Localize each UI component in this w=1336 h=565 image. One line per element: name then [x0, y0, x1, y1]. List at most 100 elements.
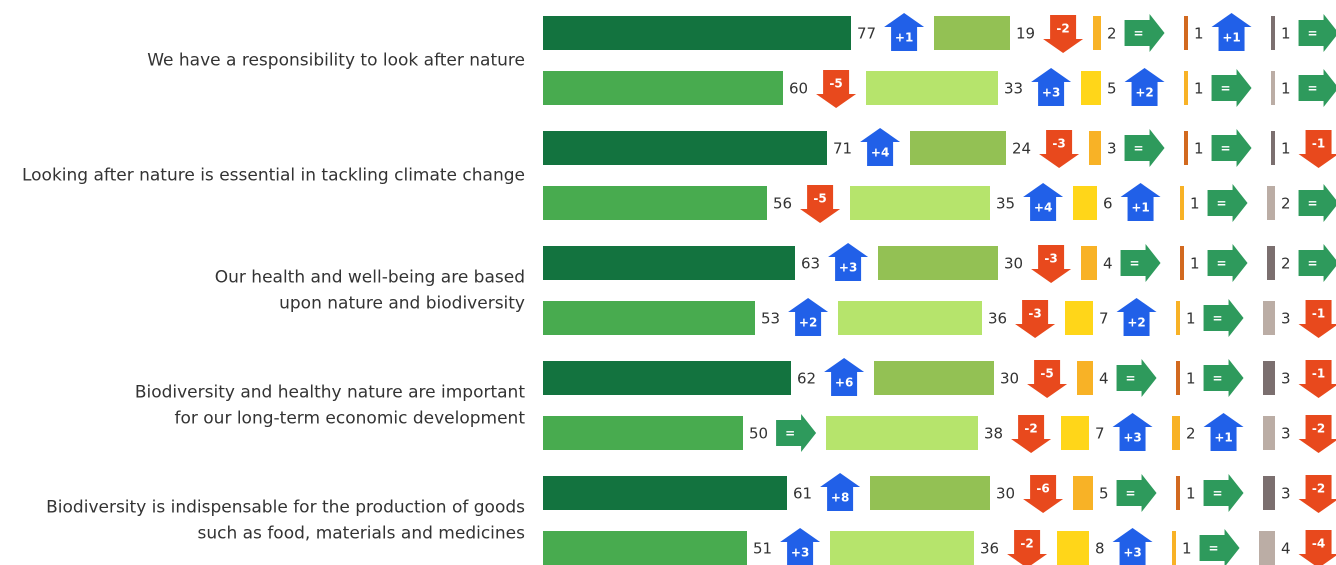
change-label: = — [1308, 82, 1318, 96]
bar-segment — [850, 186, 990, 220]
value-label: 7 — [1099, 310, 1109, 328]
change-arrow — [1124, 129, 1165, 167]
bar-segment — [543, 71, 783, 105]
value-label: 3 — [1107, 140, 1117, 158]
bar-segment — [934, 16, 1010, 50]
value-label: 77 — [857, 25, 876, 43]
bar-segment — [838, 301, 982, 335]
change-arrow — [1211, 129, 1252, 167]
change-arrow — [1031, 68, 1072, 106]
value-label: 30 — [996, 485, 1015, 503]
value-label: 63 — [801, 255, 820, 273]
bar-segment — [1057, 531, 1089, 565]
value-label: 33 — [1004, 80, 1023, 98]
change-label: +2 — [1135, 86, 1153, 100]
value-label: 51 — [753, 540, 772, 558]
value-label: 50 — [749, 425, 768, 443]
change-label: +4 — [1034, 201, 1052, 215]
change-label: +1 — [1131, 201, 1149, 215]
change-arrow — [828, 243, 869, 281]
change-arrow — [776, 414, 817, 452]
change-arrow — [1116, 474, 1157, 512]
change-arrow — [1203, 413, 1244, 451]
change-arrow — [1199, 529, 1240, 565]
change-label: -5 — [1040, 367, 1053, 381]
value-label: 38 — [984, 425, 1003, 443]
change-arrow — [1298, 130, 1336, 168]
bar-segment — [543, 416, 743, 450]
value-label: 3 — [1281, 425, 1291, 443]
value-label: 19 — [1016, 25, 1035, 43]
change-label: +3 — [839, 261, 857, 275]
value-label: 1 — [1194, 80, 1204, 98]
change-label: = — [1213, 312, 1223, 326]
change-label: +1 — [1222, 31, 1240, 45]
value-label: 4 — [1103, 255, 1113, 273]
change-arrow — [1203, 474, 1244, 512]
bar-segment — [830, 531, 974, 565]
change-arrow — [1298, 244, 1336, 282]
change-label: = — [1308, 27, 1318, 41]
change-label: = — [1217, 257, 1227, 271]
value-label: 56 — [773, 195, 792, 213]
bar-segment — [866, 71, 998, 105]
value-label: 1 — [1194, 25, 1204, 43]
change-label: +1 — [1214, 431, 1232, 445]
change-arrow — [1023, 475, 1064, 513]
bar-segment — [1180, 246, 1184, 280]
value-label: 1 — [1186, 485, 1196, 503]
change-label: -1 — [1312, 137, 1325, 151]
change-label: -2 — [1312, 422, 1325, 436]
change-arrow — [780, 528, 821, 565]
bar-segment — [1089, 131, 1101, 165]
change-arrow — [1112, 528, 1153, 565]
statement-label: upon nature and biodiversity — [279, 294, 525, 314]
change-arrow — [1027, 360, 1068, 398]
bar-segment — [1263, 416, 1275, 450]
change-label: = — [1209, 542, 1219, 556]
change-label: +3 — [1123, 431, 1141, 445]
change-label: -1 — [1312, 307, 1325, 321]
change-arrow — [1120, 183, 1161, 221]
bar-segment — [1073, 476, 1093, 510]
bar-segment — [1093, 16, 1101, 50]
change-label: -1 — [1312, 367, 1325, 381]
bar-segment — [826, 416, 978, 450]
bar-segment — [870, 476, 990, 510]
change-label: +8 — [831, 491, 849, 505]
value-label: 53 — [761, 310, 780, 328]
change-arrow — [1120, 244, 1161, 282]
value-label: 60 — [789, 80, 808, 98]
bar-segment — [543, 476, 787, 510]
change-label: -3 — [1052, 137, 1065, 151]
bar-segment — [1073, 186, 1097, 220]
bar-segment — [543, 361, 791, 395]
change-arrow — [1211, 13, 1252, 51]
value-label: 1 — [1281, 25, 1291, 43]
bar-segment — [1176, 361, 1180, 395]
change-arrow — [820, 473, 861, 511]
bar-segment — [1176, 301, 1180, 335]
change-label: +2 — [799, 316, 817, 330]
bar-segment — [543, 531, 747, 565]
change-label: +2 — [1127, 316, 1145, 330]
change-label: = — [1126, 372, 1136, 386]
change-arrow — [860, 128, 901, 166]
bar-segment — [1271, 16, 1275, 50]
change-label: = — [1134, 142, 1144, 156]
change-label: -3 — [1044, 252, 1057, 266]
change-arrow — [1298, 184, 1336, 222]
value-label: 1 — [1190, 195, 1200, 213]
change-label: = — [1130, 257, 1140, 271]
change-arrow — [1116, 359, 1157, 397]
change-label: -3 — [1028, 307, 1041, 321]
bar-segment — [543, 131, 827, 165]
change-label: -4 — [1312, 537, 1325, 551]
bar-segment — [1271, 71, 1275, 105]
change-arrow — [1298, 69, 1336, 107]
bar-segment — [543, 301, 755, 335]
change-label: +3 — [1123, 546, 1141, 560]
change-arrow — [1298, 360, 1336, 398]
value-label: 1 — [1182, 540, 1192, 558]
bar-segment — [1184, 16, 1188, 50]
